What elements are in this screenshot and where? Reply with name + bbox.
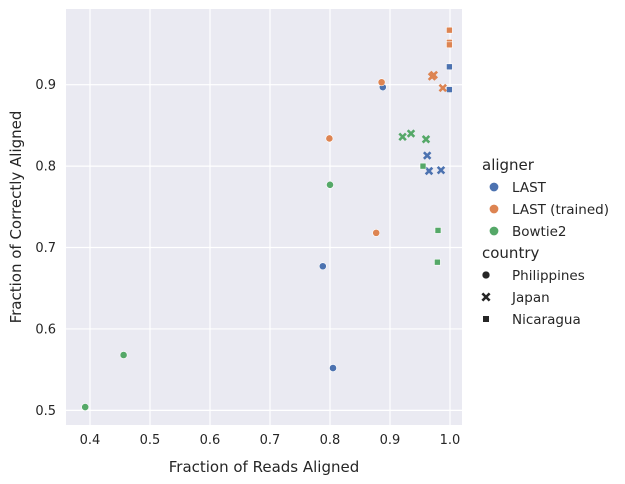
data-points <box>81 26 453 411</box>
legend-item-label: Bowtie2 <box>512 224 567 240</box>
legend-marker-japan <box>481 292 491 302</box>
x-tick-label: 0.7 <box>260 433 281 448</box>
data-point <box>119 351 128 359</box>
y-tick-label: 0.8 <box>35 160 56 175</box>
legend-marker-last <box>489 182 499 192</box>
legend-item-label: Japan <box>511 290 550 306</box>
legend-marker-last-trained- <box>489 204 499 214</box>
data-point <box>372 228 381 237</box>
data-point <box>446 86 453 93</box>
legend-title-country: country <box>482 244 539 262</box>
data-point <box>329 364 337 372</box>
data-point <box>377 78 386 87</box>
legend-item-label: LAST (trained) <box>512 202 609 218</box>
y-tick-label: 0.5 <box>35 404 56 419</box>
data-point <box>422 151 432 160</box>
legend-marker-philippines <box>481 270 491 280</box>
legend-item-label: LAST <box>512 180 547 196</box>
x-tick-label: 0.6 <box>200 433 221 448</box>
x-tick-label: 0.9 <box>380 433 401 448</box>
y-tick-label: 0.7 <box>35 241 56 256</box>
data-point <box>438 83 448 93</box>
data-point <box>446 41 453 49</box>
legend-item-label: Nicaragua <box>512 312 581 328</box>
data-point <box>446 26 453 34</box>
data-point <box>398 132 407 142</box>
x-tick-label: 1.0 <box>440 433 461 448</box>
y-tick-label: 0.6 <box>35 322 56 337</box>
data-point <box>436 165 446 175</box>
x-axis-ticks: 0.4 0.5 0.6 0.7 0.8 0.9 1.0 <box>80 433 461 448</box>
data-point <box>446 63 453 71</box>
y-tick-label: 0.9 <box>35 78 56 93</box>
data-point <box>419 162 427 170</box>
x-axis-label: Fraction of Reads Aligned <box>169 458 360 476</box>
legend-marker-nicaragua <box>482 315 490 323</box>
x-tick-label: 0.4 <box>80 433 101 448</box>
plot-area <box>66 9 462 425</box>
data-point <box>424 166 434 176</box>
data-point <box>81 403 90 411</box>
data-point <box>326 180 334 189</box>
data-point <box>325 134 334 143</box>
grid-lines <box>66 9 462 425</box>
y-axis-label: Fraction of Correctly Aligned <box>7 111 25 324</box>
legend-item-label: Philippines <box>512 268 585 284</box>
data-point <box>434 258 441 266</box>
data-point <box>421 135 431 144</box>
data-point <box>434 227 442 234</box>
legend: aligner country LAST LAST (trained) Bowtie… <box>481 156 609 328</box>
legend-title-aligner: aligner <box>482 156 535 174</box>
data-point <box>429 70 439 80</box>
y-axis-ticks: 0.5 0.6 0.7 0.8 0.9 <box>35 78 56 419</box>
data-point <box>318 262 327 271</box>
legend-marker-bowtie2 <box>489 226 499 236</box>
x-tick-label: 0.8 <box>320 433 341 448</box>
data-point <box>406 129 416 138</box>
x-tick-label: 0.5 <box>140 433 161 448</box>
